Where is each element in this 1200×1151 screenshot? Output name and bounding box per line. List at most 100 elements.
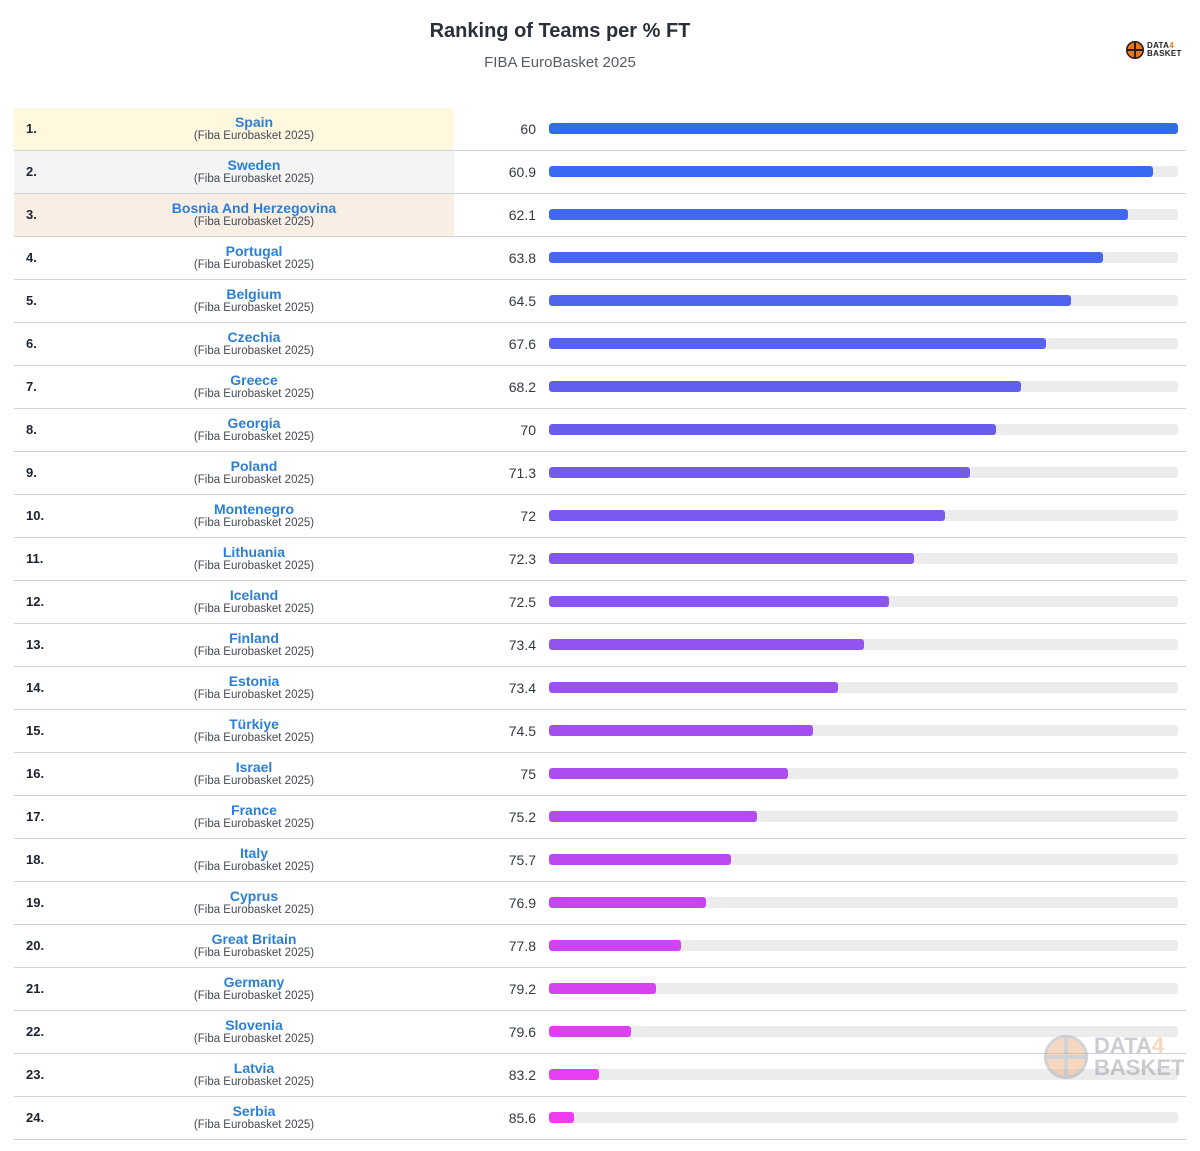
ranking-row: 5. Belgium (Fiba Eurobasket 2025) 64.5 [14,280,1186,323]
rank-label: 22. [26,1024,45,1039]
bar [549,467,971,478]
team-cell: Estonia (Fiba Eurobasket 2025) [74,673,434,702]
team-name-link[interactable]: Germany [223,974,285,990]
team-cell-background [14,151,454,193]
team-name-link[interactable]: Belgium [226,286,282,302]
chart-subtitle: FIBA EuroBasket 2025 [484,54,636,71]
team-competition: (Fiba Eurobasket 2025) [193,431,315,443]
team-name-link[interactable]: Lithuania [222,544,286,560]
team-cell: Cyprus (Fiba Eurobasket 2025) [74,888,434,917]
value-label: 83.2 [508,1067,536,1083]
basketball-watermark-icon [1044,1035,1088,1079]
bar-track [549,1026,1178,1037]
team-name-link[interactable]: Estonia [228,673,280,689]
team-name-link[interactable]: Israel [235,759,273,775]
team-name-link[interactable]: Czechia [227,329,281,345]
rank-label: 18. [26,852,45,867]
bar [549,940,682,951]
team-name-link[interactable]: Cyprus [229,888,279,904]
bar-track [549,338,1178,349]
team-competition: (Fiba Eurobasket 2025) [193,646,315,658]
team-name-link[interactable]: Georgia [227,415,281,431]
team-cell: Iceland (Fiba Eurobasket 2025) [74,587,434,616]
bar-track [549,1069,1178,1080]
team-competition: (Fiba Eurobasket 2025) [193,689,315,701]
team-cell: Belgium (Fiba Eurobasket 2025) [74,286,434,315]
team-cell: Portugal (Fiba Eurobasket 2025) [74,243,434,272]
rank-label: 21. [26,981,45,996]
team-cell: Slovenia (Fiba Eurobasket 2025) [74,1017,434,1046]
team-competition: (Fiba Eurobasket 2025) [193,345,315,357]
team-name-link[interactable]: Latvia [233,1060,275,1076]
team-competition: (Fiba Eurobasket 2025) [193,216,315,228]
bar-track [549,854,1178,865]
ranking-row: 3. Bosnia And Herzegovina (Fiba Eurobasket… [14,194,1186,237]
bar-track [549,596,1178,607]
rank-label: 15. [26,723,45,738]
team-name-link[interactable]: Greece [230,372,278,388]
team-cell: France (Fiba Eurobasket 2025) [74,802,434,831]
rank-label: 7. [26,379,37,394]
bar [549,424,996,435]
bar-track [549,166,1178,177]
team-name-link[interactable]: Italy [239,845,268,861]
rank-label: 5. [26,293,37,308]
rank-label: 9. [26,465,37,480]
team-cell: Serbia (Fiba Eurobasket 2025) [74,1103,434,1132]
value-label: 64.5 [508,293,536,309]
bar [549,295,1072,306]
bar-track [549,424,1178,435]
team-cell: Finland (Fiba Eurobasket 2025) [74,630,434,659]
team-cell: Lithuania (Fiba Eurobasket 2025) [74,544,434,573]
team-cell: Italy (Fiba Eurobasket 2025) [74,845,434,874]
value-label: 77.8 [508,938,536,954]
team-name-link[interactable]: France [231,802,277,818]
value-label: 60.9 [508,164,536,180]
team-cell: Spain (Fiba Eurobasket 2025) [74,114,434,143]
ranking-row: 15. Türkiye (Fiba Eurobasket 2025) 74.5 [14,710,1186,753]
team-cell: Montenegro (Fiba Eurobasket 2025) [74,501,434,530]
chart-title: Ranking of Teams per % FT [429,20,691,42]
team-name-link[interactable]: Türkiye [229,716,279,732]
team-name-link[interactable]: Bosnia And Herzegovina [171,200,337,216]
rank-label: 1. [26,121,37,136]
rank-label: 16. [26,766,45,781]
brand-logo-text: DATA4 BASKET [1147,41,1182,59]
bar-track [549,295,1178,306]
bar [549,510,946,521]
team-name-link[interactable]: Montenegro [213,501,295,517]
rank-label: 24. [26,1110,45,1125]
rank-label: 11. [26,551,44,566]
team-name-link[interactable]: Great Britain [211,931,297,947]
ranking-row: 8. Georgia (Fiba Eurobasket 2025) 70 [14,409,1186,452]
team-name-link[interactable]: Spain [234,114,274,130]
team-name-link[interactable]: Serbia [232,1103,276,1119]
team-competition: (Fiba Eurobasket 2025) [193,775,315,787]
bar [549,854,732,865]
team-name-link[interactable]: Sweden [227,157,281,173]
ranking-row: 7. Greece (Fiba Eurobasket 2025) 68.2 [14,366,1186,409]
value-label: 72.5 [508,594,536,610]
value-label: 79.2 [508,981,536,997]
team-name-link[interactable]: Portugal [225,243,283,259]
team-name-link[interactable]: Iceland [229,587,279,603]
ranking-row: 19. Cyprus (Fiba Eurobasket 2025) 76.9 [14,882,1186,925]
bar [549,166,1153,177]
team-name-link[interactable]: Poland [230,458,278,474]
ranking-row: 21. Germany (Fiba Eurobasket 2025) 79.2 [14,968,1186,1011]
team-cell: Bosnia And Herzegovina (Fiba Eurobasket 2… [74,200,434,229]
rank-label: 20. [26,938,45,953]
team-cell: Georgia (Fiba Eurobasket 2025) [74,415,434,444]
bar-track [549,983,1178,994]
ranking-row: 6. Czechia (Fiba Eurobasket 2025) 67.6 [14,323,1186,366]
value-label: 62.1 [508,207,536,223]
team-name-link[interactable]: Finland [229,630,279,646]
bar [549,1069,600,1080]
team-name-link[interactable]: Slovenia [225,1017,283,1033]
team-competition: (Fiba Eurobasket 2025) [193,474,315,486]
team-competition: (Fiba Eurobasket 2025) [193,1119,315,1131]
rank-label: 13. [26,637,45,652]
rank-label: 17. [26,809,45,824]
basketball-icon [1126,41,1144,59]
team-competition: (Fiba Eurobasket 2025) [193,947,315,959]
